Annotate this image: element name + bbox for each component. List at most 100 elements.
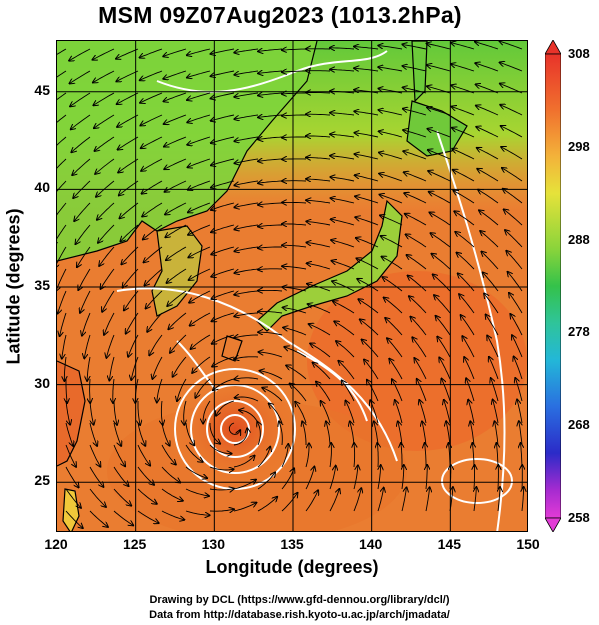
wind-streamline (382, 257, 403, 270)
wind-streamline (476, 127, 499, 138)
wind-streamline (76, 224, 91, 244)
wind-streamline (329, 466, 336, 490)
wind-streamline (331, 198, 355, 204)
x-tick-label: 130 (201, 536, 225, 552)
wind-streamline (512, 335, 523, 358)
y-tick-label: 40 (34, 179, 50, 196)
wind-streamline (140, 70, 163, 80)
wind-streamline (478, 190, 499, 204)
wind-streamline (514, 357, 523, 380)
wind-streamline (185, 488, 209, 496)
wind-streamline (57, 246, 67, 268)
wind-streamline (306, 221, 331, 226)
wind-streamline (367, 380, 379, 402)
wind-streamline (57, 180, 67, 192)
wind-streamline (403, 151, 427, 160)
wind-streamline (234, 335, 258, 338)
credit-data: Data from http://database.rish.kyoto-u.a… (149, 609, 450, 621)
x-tick-label: 150 (516, 536, 540, 552)
wind-streamline (452, 107, 475, 116)
wind-streamline (425, 443, 426, 467)
wind-streamline (506, 251, 523, 270)
wind-streamline (78, 268, 91, 290)
wind-streamline (189, 268, 211, 280)
wind-streamline (408, 276, 427, 292)
wind-streamline (213, 378, 235, 390)
wind-streamline (354, 68, 379, 71)
wind-streamline (113, 444, 125, 466)
wind-streamline (173, 356, 187, 377)
wind-streamline (212, 334, 235, 344)
wind-streamline (93, 48, 115, 60)
wind-streamline (177, 378, 187, 401)
wind-streamline (330, 443, 331, 468)
wind-streamline (444, 400, 451, 424)
wind-streamline (306, 179, 331, 181)
wind-streamline (65, 488, 81, 508)
wind-streamline (64, 356, 66, 381)
wind-streamline (234, 290, 259, 295)
wind-streamline (377, 443, 378, 468)
wind-streamline (163, 70, 187, 79)
wind-streamline (330, 113, 355, 115)
wind-streamline (282, 49, 307, 50)
wind-streamline (106, 334, 115, 358)
wind-streamline (258, 269, 283, 270)
wind-streamline (234, 224, 259, 229)
wind-streamline (282, 224, 307, 225)
wind-streamline (234, 246, 259, 251)
wind-streamline (235, 397, 259, 402)
wind-streamline (87, 356, 91, 381)
wind-streamline (484, 294, 499, 314)
wind-streamline (187, 48, 211, 55)
wind-streamline (113, 378, 114, 403)
wind-streamline (234, 357, 259, 359)
wind-streamline (338, 361, 355, 380)
wind-streamline (164, 136, 187, 147)
wind-streamline (66, 379, 67, 403)
colorbar-top-arrow (545, 40, 561, 55)
wind-streamline (211, 224, 235, 232)
wind-streamline (57, 114, 67, 123)
wind-streamline (258, 159, 283, 161)
wind-streamline (321, 401, 331, 424)
wind-streamline (57, 48, 67, 55)
wind-streamline (257, 472, 275, 490)
wind-streamline (429, 192, 451, 204)
wind-streamline (374, 421, 379, 446)
wind-streamline (491, 378, 499, 402)
wind-streamline (404, 172, 427, 182)
wind-streamline (378, 67, 403, 72)
wind-streamline (515, 378, 523, 402)
wind-streamline (141, 136, 163, 148)
wind-streamline (142, 202, 163, 217)
wind-streamline (330, 134, 355, 137)
wind-streamline (500, 105, 523, 116)
wind-streamline (152, 356, 163, 379)
wind-streamline (94, 114, 115, 128)
wind-streamline (306, 114, 331, 115)
wind-streamline (495, 421, 499, 446)
wind-streamline (470, 421, 475, 446)
wind-streamline (212, 312, 235, 321)
wind-streamline (188, 246, 211, 257)
wind-streamline (355, 196, 379, 204)
wind-streamline (468, 400, 475, 424)
wind-streamline (259, 352, 283, 358)
wind-streamline (379, 153, 403, 160)
wind-streamline (431, 233, 451, 248)
wind-streamline (74, 202, 91, 221)
wind-streamline (149, 334, 163, 355)
wind-streamline (258, 247, 282, 248)
wind-streamline (412, 337, 427, 358)
wind-streamline (234, 202, 259, 207)
wind-streamline (378, 465, 381, 490)
y-tick-label: 30 (34, 374, 50, 391)
wind-streamline (167, 268, 187, 283)
wind-streamline (281, 493, 298, 512)
japan-hokkaido (407, 101, 467, 156)
wind-streamline (89, 488, 106, 507)
wind-streamline (120, 202, 139, 218)
wind-streamline (97, 202, 115, 220)
sakhalin (412, 41, 427, 101)
